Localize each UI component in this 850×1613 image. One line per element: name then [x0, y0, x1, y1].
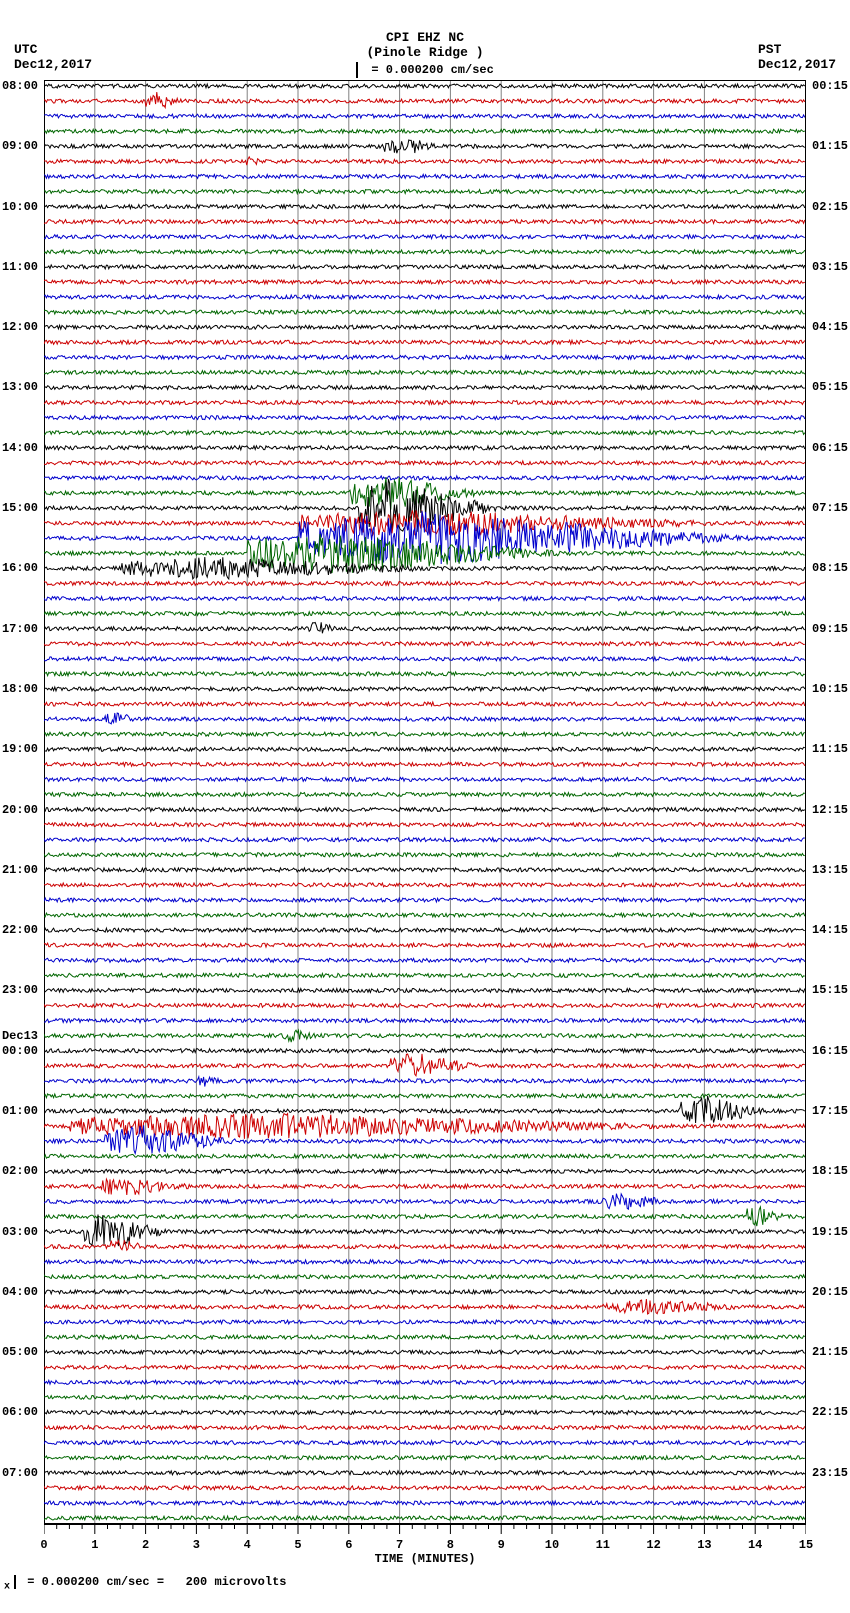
right-time-label: 01:15 — [812, 139, 848, 153]
x-tick-label: 3 — [193, 1538, 200, 1552]
left-time-label: 05:00 — [2, 1345, 38, 1359]
left-time-label: 21:00 — [2, 863, 38, 877]
scale-bar-icon — [356, 62, 358, 78]
left-time-label: 14:00 — [2, 441, 38, 455]
right-time-label: 23:15 — [812, 1466, 848, 1480]
left-time-label: 08:00 — [2, 79, 38, 93]
left-time-label: Dec13 — [2, 1029, 38, 1043]
right-time-label: 02:15 — [812, 200, 848, 214]
tz-right: PST — [758, 42, 781, 57]
left-time-label: 01:00 — [2, 1104, 38, 1118]
left-time-label: 23:00 — [2, 983, 38, 997]
left-time-label: 11:00 — [2, 260, 38, 274]
right-time-label: 07:15 — [812, 501, 848, 515]
x-tick-label: 13 — [697, 1538, 711, 1552]
right-time-label: 08:15 — [812, 561, 848, 575]
station-line2: (Pinole Ridge ) — [366, 45, 483, 60]
x-tick-label: 1 — [91, 1538, 98, 1552]
x-axis-title: TIME (MINUTES) — [44, 1552, 806, 1566]
x-tick-label: 7 — [396, 1538, 403, 1552]
station-line1: CPI EHZ NC — [386, 30, 464, 45]
right-time-label: 04:15 — [812, 320, 848, 334]
x-tick-label: 10 — [545, 1538, 559, 1552]
left-time-label: 10:00 — [2, 200, 38, 214]
left-time-label: 15:00 — [2, 501, 38, 515]
left-axis-labels: 08:00 09:00 10:00 11:00 12:00 13:00 14:00 15:00… — [0, 80, 40, 1524]
right-time-label: 05:15 — [812, 380, 848, 394]
right-time-label: 14:15 — [812, 923, 848, 937]
scale-bar-icon — [14, 1575, 16, 1589]
left-time-label: 00:00 — [2, 1044, 38, 1058]
left-time-label: 17:00 — [2, 622, 38, 636]
x-tick-label: 9 — [498, 1538, 505, 1552]
left-time-label: 13:00 — [2, 380, 38, 394]
right-time-label: 21:15 — [812, 1345, 848, 1359]
left-time-label: 07:00 — [2, 1466, 38, 1480]
right-time-label: 22:15 — [812, 1405, 848, 1419]
right-time-label: 06:15 — [812, 441, 848, 455]
left-time-label: 09:00 — [2, 139, 38, 153]
x-tick-label: 14 — [748, 1538, 762, 1552]
left-time-label: 06:00 — [2, 1405, 38, 1419]
scale-text: = 0.000200 cm/sec — [364, 63, 494, 77]
x-tick-label: 8 — [447, 1538, 454, 1552]
left-time-label: 04:00 — [2, 1285, 38, 1299]
right-time-label: 18:15 — [812, 1164, 848, 1178]
header-center: CPI EHZ NC(Pinole Ridge ) — [0, 30, 850, 60]
left-time-label: 02:00 — [2, 1164, 38, 1178]
right-time-label: 16:15 — [812, 1044, 848, 1058]
seismogram-page: UTC Dec12,2017 CPI EHZ NC(Pinole Ridge )… — [0, 0, 850, 1603]
right-time-label: 12:15 — [812, 803, 848, 817]
x-tick-label: 6 — [345, 1538, 352, 1552]
x-tick-label: 0 — [40, 1538, 47, 1552]
header: UTC Dec12,2017 CPI EHZ NC(Pinole Ridge )… — [0, 0, 850, 80]
x-tick-label: 2 — [142, 1538, 149, 1552]
right-time-label: 11:15 — [812, 742, 848, 756]
left-time-label: 18:00 — [2, 682, 38, 696]
x-tick-label: 4 — [244, 1538, 251, 1552]
right-time-label: 10:15 — [812, 682, 848, 696]
footer-text-after: 200 microvolts — [171, 1575, 286, 1589]
header-scale: = 0.000200 cm/sec — [0, 62, 850, 78]
left-time-label: 19:00 — [2, 742, 38, 756]
right-time-label: 03:15 — [812, 260, 848, 274]
x-tick-label: 15 — [799, 1538, 813, 1552]
left-time-label: 20:00 — [2, 803, 38, 817]
left-time-label: 16:00 — [2, 561, 38, 575]
x-tick-label: 12 — [646, 1538, 660, 1552]
seismogram-svg — [44, 80, 806, 1524]
right-time-label: 20:15 — [812, 1285, 848, 1299]
right-time-label: 17:15 — [812, 1104, 848, 1118]
right-time-label: 13:15 — [812, 863, 848, 877]
x-tick-label: 5 — [294, 1538, 301, 1552]
x-axis: TIME (MINUTES) 0123456789101112131415 — [44, 1524, 806, 1569]
plot-area: 08:0009:0010:0011:0012:0013:0014:0015:00… — [44, 80, 806, 1524]
right-time-label: 19:15 — [812, 1225, 848, 1239]
x-tick-label: 11 — [596, 1538, 610, 1552]
left-time-label: 12:00 — [2, 320, 38, 334]
right-time-label: 00:15 — [812, 79, 848, 93]
right-axis-labels: 00:15 01:15 02:15 03:15 04:15 05:15 06:15 07:15… — [810, 80, 850, 1524]
footer-text-before: = 0.000200 cm/sec = — [20, 1575, 171, 1589]
left-time-label: 03:00 — [2, 1225, 38, 1239]
left-time-label: 22:00 — [2, 923, 38, 937]
footer-scale: x = 0.000200 cm/sec = 200 microvolts — [0, 1569, 850, 1603]
right-time-label: 09:15 — [812, 622, 848, 636]
right-time-label: 15:15 — [812, 983, 848, 997]
